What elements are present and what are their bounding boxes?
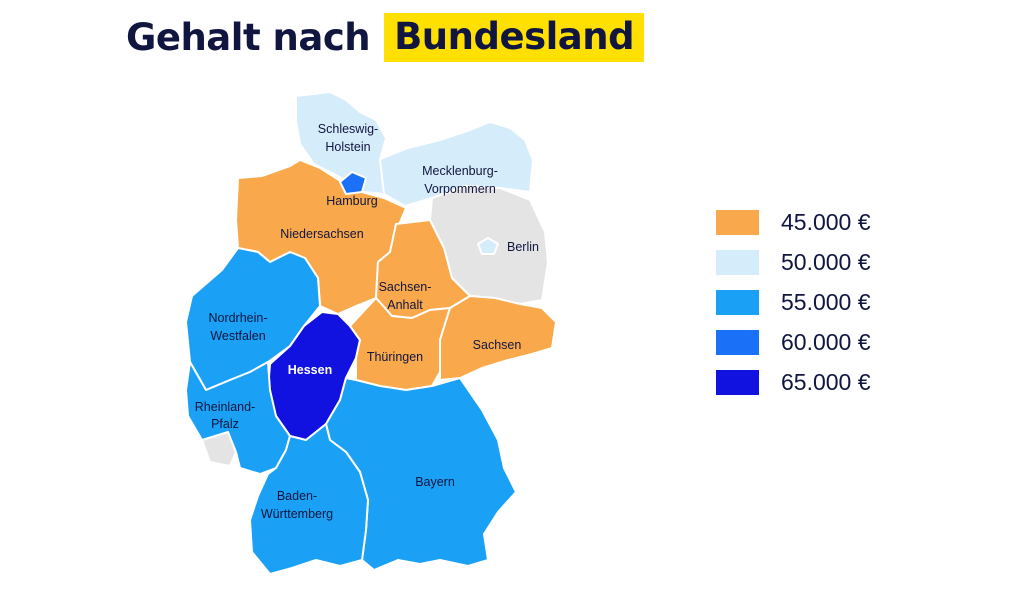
- label-mecklenburg-2: Vorpommern: [424, 182, 496, 196]
- legend-swatch-orange: [716, 209, 759, 235]
- legend-item-50000: 50.000 €: [716, 242, 956, 282]
- label-rheinland-pfalz-2: Pfalz: [211, 417, 239, 431]
- label-bayern: Bayern: [415, 475, 455, 489]
- label-rheinland-pfalz-1: Rheinland-: [195, 400, 255, 414]
- legend-item-60000: 60.000 €: [716, 322, 956, 362]
- legend-label: 60.000 €: [781, 328, 871, 355]
- label-thueringen: Thüringen: [367, 350, 423, 364]
- legend-swatch-darkblue: [716, 369, 759, 395]
- label-sachsen-anhalt-2: Anhalt: [387, 298, 423, 312]
- label-schleswig-holstein-1: Schleswig-: [318, 122, 378, 136]
- title-highlight: Bundesland: [384, 12, 645, 62]
- label-sachsen-anhalt-1: Sachsen-: [379, 280, 432, 294]
- legend-swatch-lightblue: [716, 249, 759, 275]
- legend-swatch-blue: [716, 329, 759, 355]
- legend-swatch-midblue: [716, 289, 759, 315]
- legend-label: 55.000 €: [781, 288, 871, 315]
- legend-label: 65.000 €: [781, 368, 871, 395]
- region-baden-wuerttemberg[interactable]: [249, 423, 369, 575]
- legend-item-65000: 65.000 €: [716, 362, 956, 402]
- legend-item-55000: 55.000 €: [716, 282, 956, 322]
- region-hamburg[interactable]: [339, 171, 367, 195]
- region-schleswig-holstein[interactable]: [295, 91, 387, 195]
- region-mecklenburg-vorpommern[interactable]: [377, 121, 534, 207]
- label-mecklenburg-1: Mecklenburg-: [422, 164, 498, 178]
- label-niedersachsen: Niedersachsen: [280, 227, 363, 241]
- label-nrw-1: Nordrhein-: [208, 311, 267, 325]
- label-sachsen: Sachsen: [473, 338, 522, 352]
- label-hamburg: Hamburg: [326, 194, 377, 208]
- legend-label: 45.000 €: [781, 208, 871, 235]
- label-nrw-2: Westfalen: [210, 329, 265, 343]
- legend: 45.000 € 50.000 € 55.000 € 60.000 € 65.0…: [716, 202, 956, 402]
- label-bw-1: Baden-: [277, 489, 317, 503]
- region-berlin[interactable]: [477, 237, 499, 255]
- page-title: Gehalt nach Bundesland: [126, 12, 645, 62]
- legend-label: 50.000 €: [781, 248, 871, 275]
- label-bw-2: Württemberg: [261, 507, 333, 521]
- label-berlin: Berlin: [507, 240, 539, 254]
- legend-item-45000: 45.000 €: [716, 202, 956, 242]
- label-schleswig-holstein-2: Holstein: [325, 140, 370, 154]
- label-hessen: Hessen: [288, 363, 332, 377]
- region-sachsen[interactable]: [439, 295, 557, 381]
- title-prefix: Gehalt nach: [126, 15, 371, 59]
